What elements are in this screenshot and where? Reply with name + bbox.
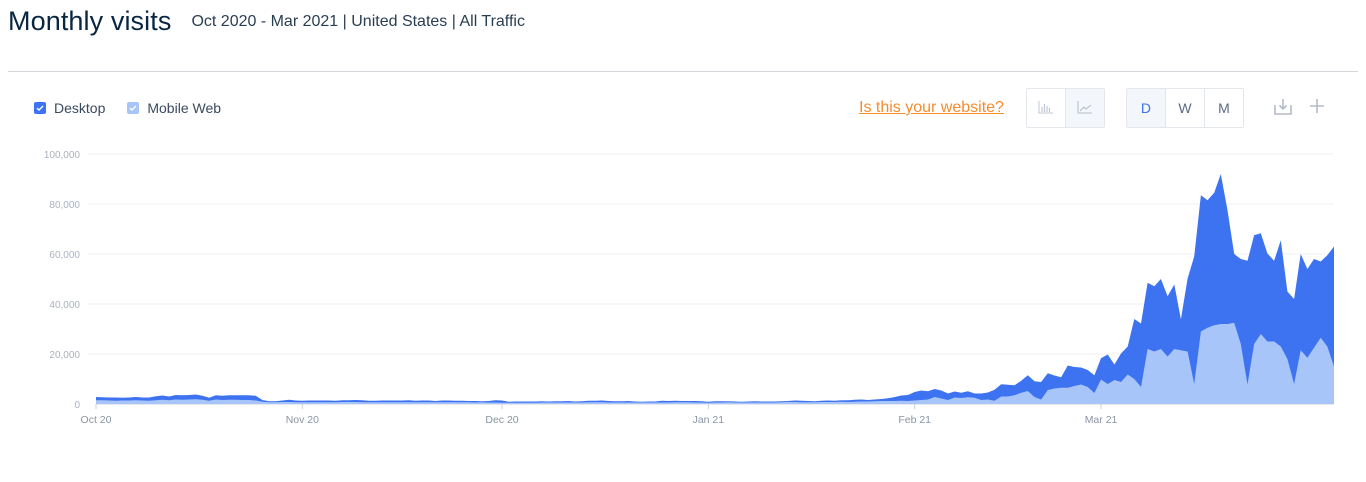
granularity-monthly-button[interactable]: M [1204,89,1243,127]
claim-website-link[interactable]: Is this your website? [859,99,1004,116]
header-divider [8,71,1358,72]
download-button[interactable] [1268,89,1298,127]
granularity-daily-button[interactable]: D [1126,89,1166,127]
plus-icon [1309,98,1325,119]
visits-chart[interactable]: 0 20,000 40,000 60,000 80,000 100,000 Oct 20 No… [0,140,1366,430]
x-axis-label: Nov 20 [286,414,319,426]
y-axis-label: 0 [74,400,80,411]
line-chart-button[interactable] [1065,89,1104,127]
desktop-checkbox-icon[interactable] [34,102,46,114]
y-axis-label: 40,000 [49,300,80,311]
x-axis-label: Oct 20 [81,414,112,426]
line-chart-icon [1077,100,1093,117]
x-axis-label: Mar 21 [1085,414,1118,426]
add-button[interactable] [1302,89,1332,127]
x-axis-label: Dec 20 [485,414,518,426]
legend-item-mobile-web[interactable]: Mobile Web [127,100,221,116]
page-title: Monthly visits [8,6,172,36]
legend-item-desktop[interactable]: Desktop [34,100,105,116]
legend-label-mobile-web: Mobile Web [147,100,222,116]
bar-chart-icon [1038,100,1054,117]
y-axis-label: 20,000 [49,350,80,361]
chart-type-toggle [1025,88,1105,128]
chart-toolbar: Is this your website? D W M [859,88,1332,128]
y-axis-label: 80,000 [49,200,80,211]
legend-label-desktop: Desktop [54,100,106,116]
area-chart-svg[interactable]: 0 20,000 40,000 60,000 80,000 100,000 Oct 20 No… [0,140,1366,430]
download-icon [1273,96,1293,121]
chart-subtitle: Oct 2020 - Mar 2021 | United States | Al… [191,13,525,30]
granularity-toggle: D W M [1125,88,1244,128]
chart-legend: Desktop Mobile Web [34,100,243,116]
mobile-web-area [96,322,1334,404]
x-axis-label: Jan 21 [693,414,725,426]
x-axis-label: Feb 21 [898,414,931,426]
chart-header: Monthly visits Oct 2020 - Mar 2021 | Uni… [8,6,525,37]
y-axis-label: 60,000 [49,250,80,261]
y-axis-label: 100,000 [44,150,81,161]
mobile-web-checkbox-icon[interactable] [127,102,140,114]
granularity-weekly-button[interactable]: W [1165,89,1205,127]
bar-chart-button[interactable] [1026,89,1066,127]
